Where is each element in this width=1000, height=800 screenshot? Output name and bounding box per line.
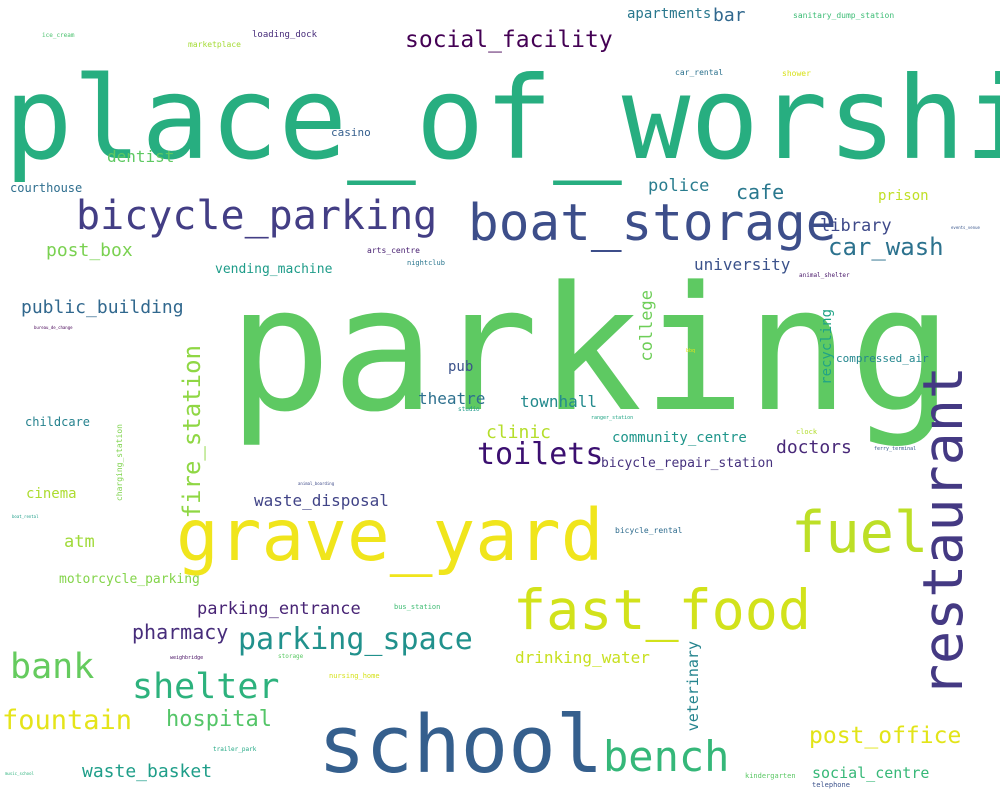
word-fire-station: fire_station [178, 345, 206, 519]
word-boat-storage: boat_storage [468, 194, 837, 253]
word-dentist: dentist [107, 147, 175, 166]
word-hospital: hospital [166, 707, 272, 732]
word-casino: casino [331, 126, 371, 139]
word-bar: bar [713, 5, 746, 26]
word-place-of-worship: place_of_worship [4, 52, 1000, 185]
word-social-centre: social_centre [812, 764, 930, 782]
word-bicycle-rental: bicycle_rental [615, 526, 683, 535]
word-grave-yard: grave_yard [176, 494, 604, 577]
word-apartments: apartments [627, 6, 712, 22]
word-prison: prison [878, 188, 929, 204]
word-bicycle-repair-station: bicycle_repair_station [601, 456, 774, 471]
word-clinic: clinic [486, 422, 552, 443]
word-ice-cream: ice_cream [42, 32, 75, 39]
word-bureau-de-change: bureau_de_change [34, 325, 73, 330]
word-shower: shower [782, 69, 811, 78]
word-nursing-home: nursing_home [329, 672, 380, 680]
word-doctors: doctors [776, 437, 852, 458]
word-bank: bank [10, 647, 95, 687]
word-childcare: childcare [25, 415, 91, 429]
word-weighbridge: weighbridge [170, 655, 204, 661]
word-telephone: telephone [812, 781, 850, 789]
word-cinema: cinema [26, 486, 77, 502]
word-compressed-air: compressed_air [836, 352, 929, 365]
word-kindergarten: kindergarten [745, 772, 796, 780]
word-events-venue: events_venue [951, 225, 980, 230]
word-drinking-water: drinking_water [515, 648, 650, 667]
word-toilets: toilets [477, 437, 604, 472]
word-courthouse: courthouse [10, 181, 83, 195]
word-shelter: shelter [132, 667, 280, 707]
word-storage: storage [278, 653, 304, 660]
word-college: college [637, 290, 657, 362]
word-waste-basket: waste_basket [82, 761, 213, 782]
word-pharmacy: pharmacy [132, 620, 229, 644]
word-parking-space: parking_space [238, 622, 473, 657]
word-bus-station: bus_station [394, 603, 441, 611]
word-music-school: music_school [5, 771, 34, 776]
word-ranger-station: ranger_station [591, 415, 634, 421]
word-police: police [648, 176, 710, 196]
word-post-box: post_box [46, 240, 133, 261]
word-public-building: public_building [21, 297, 184, 318]
word-car-wash: car_wash [828, 233, 944, 261]
word-arts-centre: arts_centre [367, 246, 420, 255]
word-nightclub: nightclub [407, 259, 445, 267]
word-post-office: post_office [809, 723, 962, 749]
word-fast-food: fast_food [513, 578, 812, 642]
word-trailer-park: trailer_park [213, 746, 257, 753]
word-fountain: fountain [2, 705, 133, 736]
word-ferry-terminal: ferry_terminal [874, 446, 917, 452]
word-veterinary: veterinary [684, 641, 702, 732]
word-cafe: cafe [736, 180, 785, 204]
word-car-rental: car_rental [675, 68, 724, 77]
word-school: school [318, 699, 604, 791]
word-motorcycle-parking: motorcycle_parking [59, 572, 200, 587]
word-vending-machine: vending_machine [215, 262, 333, 277]
word-townhall: townhall [520, 392, 598, 411]
word-charging-station: charging_station [115, 424, 124, 502]
word-boat-rental: boat_rental [12, 514, 39, 519]
word-library: library [820, 216, 892, 236]
word-theatre: theatre [418, 389, 486, 408]
word-recycling: recycling [819, 309, 835, 385]
word-animal-shelter: animal_shelter [799, 272, 850, 279]
word-bench: bench [603, 732, 730, 781]
word-animal-boarding: animal_boarding [298, 481, 335, 486]
word-bicycle-parking: bicycle_parking [76, 193, 438, 239]
word-waste-disposal: waste_disposal [254, 491, 389, 510]
word-bbq: bbq [686, 348, 696, 354]
word-studio: studio [458, 406, 480, 413]
word-loading-dock: loading_dock [252, 30, 318, 40]
word-clock: clock [796, 428, 818, 436]
word-fuel: fuel [791, 500, 929, 566]
word-parking: parking [228, 249, 953, 450]
word-parking-entrance: parking_entrance [197, 599, 361, 619]
word-social-facility: social_facility [405, 27, 613, 53]
word-marketplace: marketplace [188, 40, 241, 49]
word-pub: pub [448, 359, 474, 375]
word-sanitary-dump-station: sanitary_dump_station [793, 11, 895, 20]
word-university: university [694, 255, 791, 274]
word-community-centre: community_centre [612, 430, 747, 446]
word-atm: atm [64, 532, 95, 552]
